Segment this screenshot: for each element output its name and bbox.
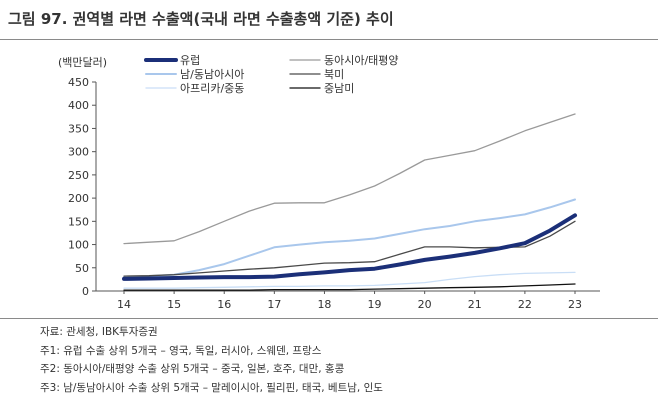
notes-divider [0,318,658,319]
series-line-southasia [123,198,576,279]
series-line-europe [122,213,577,281]
x-tick-label: 22 [518,298,532,311]
x-tick-label: 23 [568,298,582,311]
y-tick-label: 100 [68,239,89,252]
y-tick-label: 200 [68,192,89,205]
legend-label-europe: 유럽 [180,53,200,67]
axes: (백만달러) 0 50 100 150 200 250 300 350 400 450 14 15 16 1… [58,56,600,311]
y-tick-label: 400 [68,99,89,112]
y-tick-label: 350 [68,122,89,135]
x-tick-label: 18 [317,298,331,311]
legend-label-latam: 중남미 [324,82,354,95]
legend-label-africa_me: 아프리카/중동 [180,82,244,95]
footnote-2: 주2: 동아시아/태평양 수출 상위 5개국 – 중국, 일본, 호주, 대만,… [40,363,345,376]
x-tick-label: 17 [267,298,281,311]
footnotes: 자료: 관세청, IBK투자증권 주1: 유럽 수출 상위 5개국 – 영국, … [40,323,383,397]
series-line-eastasia [123,113,576,245]
y-tick-label: 250 [68,169,89,182]
y-tick-label: 150 [68,215,89,228]
source-note: 자료: 관세청, IBK투자증권 [40,326,158,338]
y-tick-label: 50 [75,262,89,275]
x-tick-label: 14 [117,298,131,311]
legend-label-northamerica: 북미 [324,68,344,81]
x-tick-label: 16 [217,298,231,311]
x-tick-label: 19 [368,298,382,311]
series-layer [122,113,577,291]
y-axis-unit-label: (백만달러) [58,56,107,69]
footnote-1: 주1: 유럽 수출 상위 5개국 – 영국, 독일, 러시아, 스웨덴, 프랑스 [40,344,322,357]
legend-label-eastasia: 동아시아/태평양 [324,54,399,67]
series-line-latam [123,283,576,291]
series-line-africa_me [123,271,576,289]
y-tick-label: 0 [82,285,89,298]
footnote-3: 주3: 남/동남아시아 수출 상위 5개국 – 말레이시아, 필리핀, 태국, … [40,381,383,394]
y-tick-label: 300 [68,146,89,159]
line-chart: (백만달러) 0 50 100 150 200 250 300 350 400 450 14 15 16 1… [58,53,600,311]
legend-label-southasia: 남/동남아시아 [180,68,244,81]
x-tick-label: 15 [167,298,181,311]
x-tick-label: 20 [418,298,432,311]
y-tick-label: 450 [68,76,89,89]
x-tick-label: 21 [468,298,482,311]
title-underline [0,39,658,40]
chart-title: 그림 97. 권역별 라면 수출액(국내 라면 수출총액 기준) 추이 [8,10,394,28]
